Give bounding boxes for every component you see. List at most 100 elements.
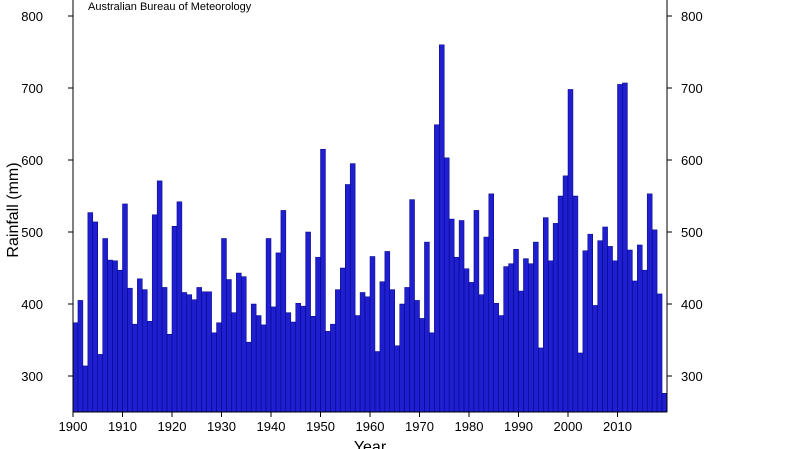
- bar-1936: [250, 303, 257, 413]
- bar-1954: [340, 267, 346, 413]
- bar-2011: [622, 82, 628, 413]
- y-tick-label-right: 400: [681, 297, 703, 312]
- y-tick-label-left: 400: [21, 297, 43, 312]
- bar-1905: [97, 354, 103, 413]
- bar-1923: [186, 294, 193, 413]
- bar-2010: [617, 84, 623, 413]
- bar-2007: [602, 226, 608, 413]
- bar-1978: [458, 220, 465, 413]
- bar-1906: [102, 238, 108, 413]
- bar-1935: [246, 341, 252, 413]
- y-tick-label-left: 700: [21, 81, 43, 96]
- bar-1980: [468, 282, 475, 413]
- bar-1988: [508, 263, 514, 413]
- x-tick-label: 2000: [554, 419, 583, 434]
- x-tick-label: 2010: [603, 419, 632, 434]
- bar-1910: [122, 203, 128, 413]
- bar-1961: [374, 351, 381, 413]
- bar-1942: [280, 210, 287, 413]
- bar-2015: [642, 269, 648, 413]
- bar-1920: [171, 225, 178, 413]
- bar-1990: [518, 290, 524, 413]
- bar-2004: [587, 233, 593, 413]
- bar-1956: [349, 163, 356, 413]
- x-tick-label: 1900: [59, 419, 88, 434]
- y-ticks-group: 300 300 400 400 500 500 600 600 700 700 800 800: [21, 9, 702, 384]
- bar-1945: [295, 303, 301, 413]
- bar-1917: [156, 180, 163, 413]
- bar-1919: [166, 333, 173, 413]
- bar-1983: [483, 236, 490, 413]
- bar-1974: [439, 44, 445, 413]
- bar-1901: [77, 300, 84, 413]
- bar-1948: [310, 315, 316, 413]
- bar-1975: [444, 157, 450, 413]
- bar-1969: [414, 300, 420, 413]
- y-tick-label-left: 500: [21, 225, 43, 240]
- source-note: Australian Bureau of Meteorology: [88, 1, 252, 13]
- bar-1976: [448, 218, 455, 413]
- y-tick-label-right: 500: [681, 225, 703, 240]
- y-tick-label-left: 600: [21, 153, 43, 168]
- bar-1968: [409, 199, 415, 413]
- bar-1994: [538, 347, 544, 413]
- bar-1971: [424, 241, 430, 413]
- bar-2012: [627, 249, 633, 413]
- bar-1903: [87, 212, 94, 413]
- bar-1982: [478, 294, 485, 413]
- bar-1950: [320, 148, 326, 413]
- bar-1933: [236, 272, 242, 413]
- bar-1927: [206, 291, 212, 413]
- bar-1939: [265, 238, 272, 413]
- x-tick-label: 1920: [158, 419, 187, 434]
- y-tick-label-right: 700: [681, 81, 703, 96]
- bar-1977: [453, 256, 460, 413]
- bar-1929: [216, 322, 222, 413]
- bar-1981: [473, 210, 480, 413]
- y-axis-title: Rainfall (mm): [5, 162, 22, 257]
- bar-1915: [147, 321, 153, 413]
- bar-1912: [132, 323, 138, 413]
- bar-2014: [637, 244, 643, 413]
- bar-1964: [389, 289, 395, 413]
- y-tick-label-left: 800: [21, 9, 43, 24]
- y-tick-label-right: 800: [681, 9, 703, 24]
- bar-1900: [72, 322, 79, 413]
- bar-1957: [354, 315, 361, 413]
- bar-1908: [112, 260, 118, 413]
- bar-1998: [557, 195, 564, 413]
- x-tick-label: 1950: [306, 419, 335, 434]
- bar-1938: [260, 324, 267, 413]
- bar-1952: [330, 323, 336, 413]
- bar-1946: [300, 305, 306, 413]
- bar-2016: [646, 193, 653, 413]
- bar-2013: [632, 280, 638, 413]
- bar-2009: [612, 260, 618, 413]
- bar-1918: [161, 287, 168, 413]
- bar-1963: [384, 251, 391, 413]
- bar-1996: [547, 260, 554, 413]
- x-tick-label: 1970: [405, 419, 434, 434]
- bar-2001: [572, 195, 579, 413]
- x-tick-label: 1990: [504, 419, 533, 434]
- bar-1995: [543, 217, 549, 413]
- bar-2018: [656, 293, 663, 413]
- bar-1991: [523, 258, 529, 413]
- bar-1925: [196, 287, 202, 413]
- y-tick-label-left: 300: [21, 369, 43, 384]
- bar-1941: [275, 252, 282, 413]
- bar-1947: [305, 231, 311, 413]
- bar-1958: [359, 292, 366, 413]
- bar-1928: [211, 332, 217, 413]
- bar-1997: [552, 223, 559, 413]
- bar-1967: [404, 287, 410, 413]
- x-tick-label: 1930: [207, 419, 236, 434]
- bar-1955: [345, 184, 351, 413]
- bar-1965: [394, 345, 400, 413]
- x-tick-label: 1910: [108, 419, 137, 434]
- bar-1992: [528, 263, 534, 413]
- bar-1931: [226, 279, 232, 413]
- bar-1937: [255, 315, 262, 413]
- x-tick-label: 1980: [455, 419, 484, 434]
